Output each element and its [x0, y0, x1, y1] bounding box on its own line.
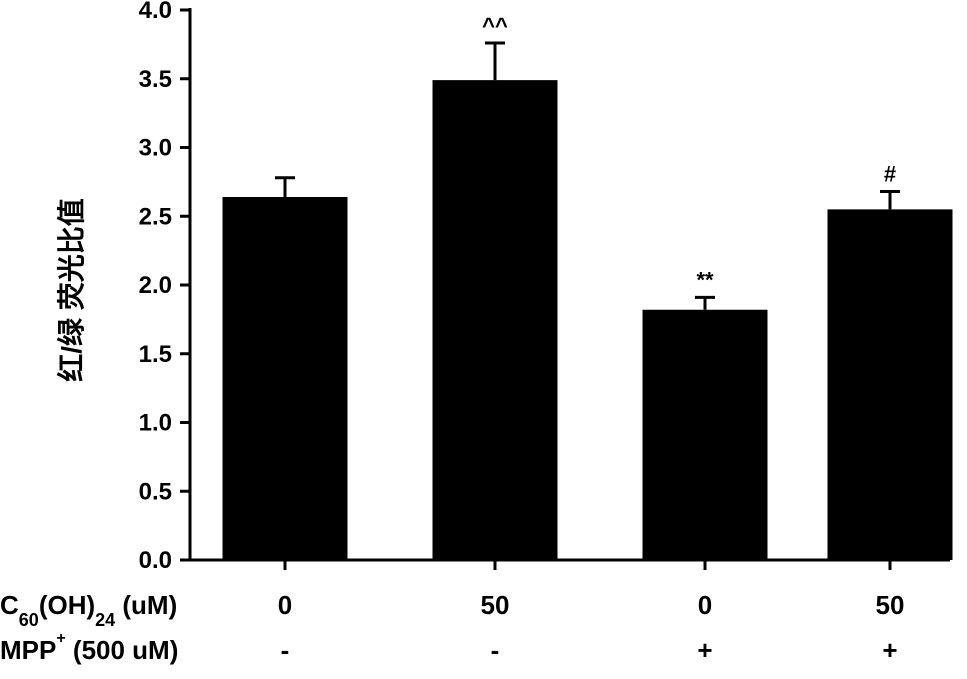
bar: [643, 310, 768, 560]
row-label-concentration: C60(OH)24 (uM): [0, 590, 177, 625]
bar-chart-svg: 0.0 0.5 1.0 1.5 2.0 2.5 3.0 3.5 4.0 ^^ ** #: [0, 0, 967, 679]
y-tick-label: 4.0: [139, 0, 172, 24]
y-tick-label: 3.5: [139, 66, 172, 93]
bottom-value: +: [870, 635, 910, 666]
bottom-value: -: [265, 635, 305, 666]
bottom-value: +: [685, 635, 725, 666]
bottom-value: -: [475, 635, 515, 666]
y-tick-label: 1.0: [139, 410, 172, 437]
y-tick-label: 2.0: [139, 272, 172, 299]
bar: [828, 209, 953, 560]
row-label-mpp: MPP+ (500 uM): [0, 635, 178, 666]
bar: [223, 197, 348, 560]
y-tick-label: 2.5: [139, 203, 172, 230]
y-tick-label: 3.0: [139, 135, 172, 162]
chart-container: 0.0 0.5 1.0 1.5 2.0 2.5 3.0 3.5 4.0 ^^ ** # 红/绿 荧光比…: [0, 0, 967, 679]
y-tick-label: 0.0: [139, 547, 172, 574]
bottom-value: 0: [685, 590, 725, 621]
bottom-value: 0: [265, 590, 305, 621]
bottom-value: 50: [475, 590, 515, 621]
bottom-value: 50: [870, 590, 910, 621]
significance-label: #: [884, 162, 896, 187]
y-axis-label: 红/绿 荧光比值: [50, 190, 90, 390]
y-tick-label: 1.5: [139, 341, 172, 368]
y-tick-label: 0.5: [139, 478, 172, 505]
significance-label: **: [696, 267, 714, 292]
significance-label: ^^: [482, 13, 508, 38]
bar: [433, 80, 558, 560]
